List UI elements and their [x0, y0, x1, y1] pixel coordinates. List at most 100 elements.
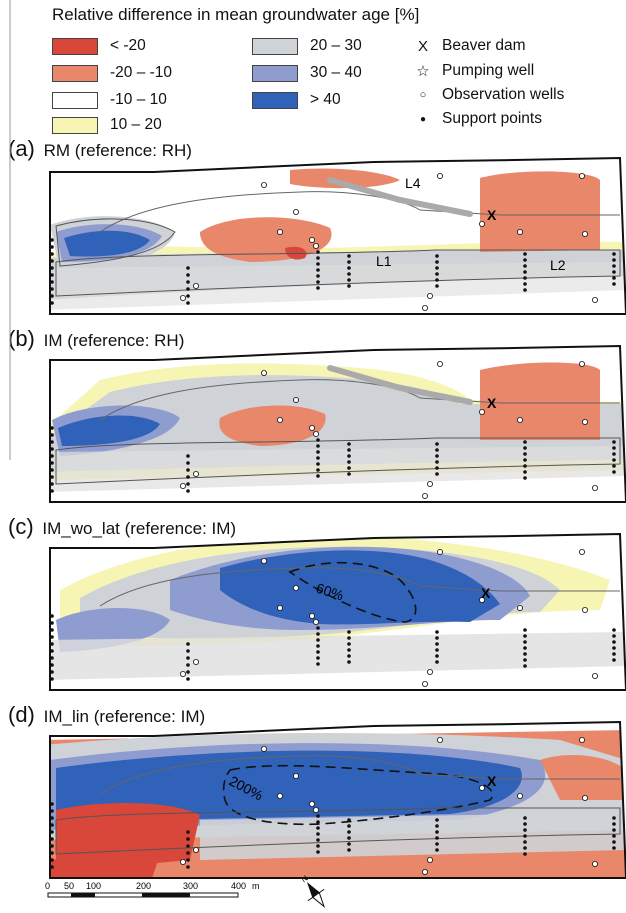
support-point: [347, 642, 351, 646]
north-arrow-icon: N: [300, 874, 326, 908]
support-point: [186, 273, 190, 277]
support-point: [186, 837, 190, 841]
support-point: [523, 282, 527, 286]
observation-well: [579, 172, 586, 179]
observation-well: [179, 859, 186, 866]
support-point: [523, 852, 527, 856]
legend-item-lt-minus20: < -20: [52, 37, 146, 55]
legend-item-gt-40: > 40: [252, 91, 341, 109]
panel-a-title: (a) RM (reference: RH): [8, 136, 192, 162]
support-point: [186, 830, 190, 834]
observation-well: [426, 669, 433, 676]
legend-title: Relative difference in mean groundwater …: [52, 5, 420, 24]
support-point: [612, 258, 616, 262]
observation-well: [276, 605, 283, 612]
support-point: [347, 460, 351, 464]
observation-well: [582, 418, 589, 425]
support-point: [186, 475, 190, 479]
support-point: [612, 446, 616, 450]
observation-well: [517, 605, 524, 612]
legend-item-observation-wells: ○ Observation wells: [412, 86, 565, 104]
scale-tick-200: 200: [136, 881, 151, 891]
x-mark-icon: X: [487, 207, 497, 223]
support-point: [50, 663, 54, 667]
support-point: [50, 294, 54, 298]
support-point: [347, 836, 351, 840]
support-point: [186, 670, 190, 674]
observation-well: [179, 294, 186, 301]
legend-swatch: [52, 37, 98, 55]
support-point: [316, 656, 320, 660]
observation-well: [421, 304, 428, 311]
legend-swatch: [252, 91, 298, 109]
support-point: [523, 828, 527, 832]
scale-tick-300: 300: [183, 881, 198, 891]
support-point: [316, 450, 320, 454]
support-point: [186, 844, 190, 848]
support-point: [347, 630, 351, 634]
support-point: [347, 466, 351, 470]
legend-swatch: [52, 91, 98, 109]
support-point: [50, 454, 54, 458]
support-point: [523, 840, 527, 844]
observation-well: [260, 746, 267, 753]
support-point: [435, 842, 439, 846]
support-point: [435, 642, 439, 646]
legend-item-minus20-minus10: -20 – -10: [52, 64, 172, 82]
legend-label: 10 – 20: [110, 116, 162, 133]
support-point: [316, 844, 320, 848]
support-point: [523, 628, 527, 632]
support-point: [612, 470, 616, 474]
support-point: [435, 830, 439, 834]
support-point: [612, 652, 616, 656]
support-point: [435, 836, 439, 840]
support-point: [186, 663, 190, 667]
legend-item-pumping-well: ☆ Pumping well: [412, 62, 534, 80]
support-point: [523, 288, 527, 292]
x-mark-icon: X: [417, 37, 428, 55]
observation-well: [312, 242, 319, 249]
support-point: [316, 638, 320, 642]
support-point: [50, 273, 54, 277]
support-point: [186, 454, 190, 458]
support-point: [50, 280, 54, 284]
support-point: [186, 294, 190, 298]
support-point: [347, 266, 351, 270]
label-l2: L2: [550, 257, 566, 273]
support-point: [347, 454, 351, 458]
panel-b-title: (b) IM (reference: RH): [8, 326, 184, 352]
support-point: [50, 816, 54, 820]
observation-well: [179, 482, 186, 489]
legend-label: Observation wells: [442, 86, 565, 103]
observation-well: [421, 681, 428, 688]
support-point: [612, 282, 616, 286]
support-point: [316, 632, 320, 636]
support-point: [612, 840, 616, 844]
support-point: [50, 468, 54, 472]
observation-well: [312, 619, 319, 626]
observation-well: [260, 369, 267, 376]
observation-well: [582, 230, 589, 237]
support-point: [347, 824, 351, 828]
support-point: [186, 858, 190, 862]
observation-well: [192, 282, 199, 289]
observation-well: [179, 671, 186, 678]
observation-well: [592, 673, 599, 680]
legend-item-30-40: 30 – 40: [252, 64, 362, 82]
support-point: [523, 446, 527, 450]
support-point: [523, 652, 527, 656]
observation-well: [426, 857, 433, 864]
observation-well: [308, 801, 315, 808]
support-point: [347, 272, 351, 276]
support-point: [316, 838, 320, 842]
observation-well: [582, 795, 589, 802]
panel-d-map: [49, 720, 626, 879]
support-point: [347, 848, 351, 852]
support-point: [612, 828, 616, 832]
filled-circle-icon: ●: [419, 113, 427, 125]
contour-200: [222, 764, 494, 826]
support-point: [316, 626, 320, 630]
observation-well: [192, 659, 199, 666]
support-point: [612, 440, 616, 444]
